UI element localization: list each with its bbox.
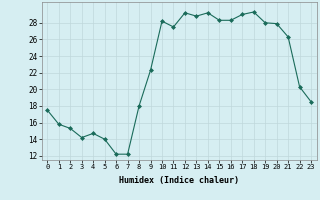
X-axis label: Humidex (Indice chaleur): Humidex (Indice chaleur)	[119, 176, 239, 185]
